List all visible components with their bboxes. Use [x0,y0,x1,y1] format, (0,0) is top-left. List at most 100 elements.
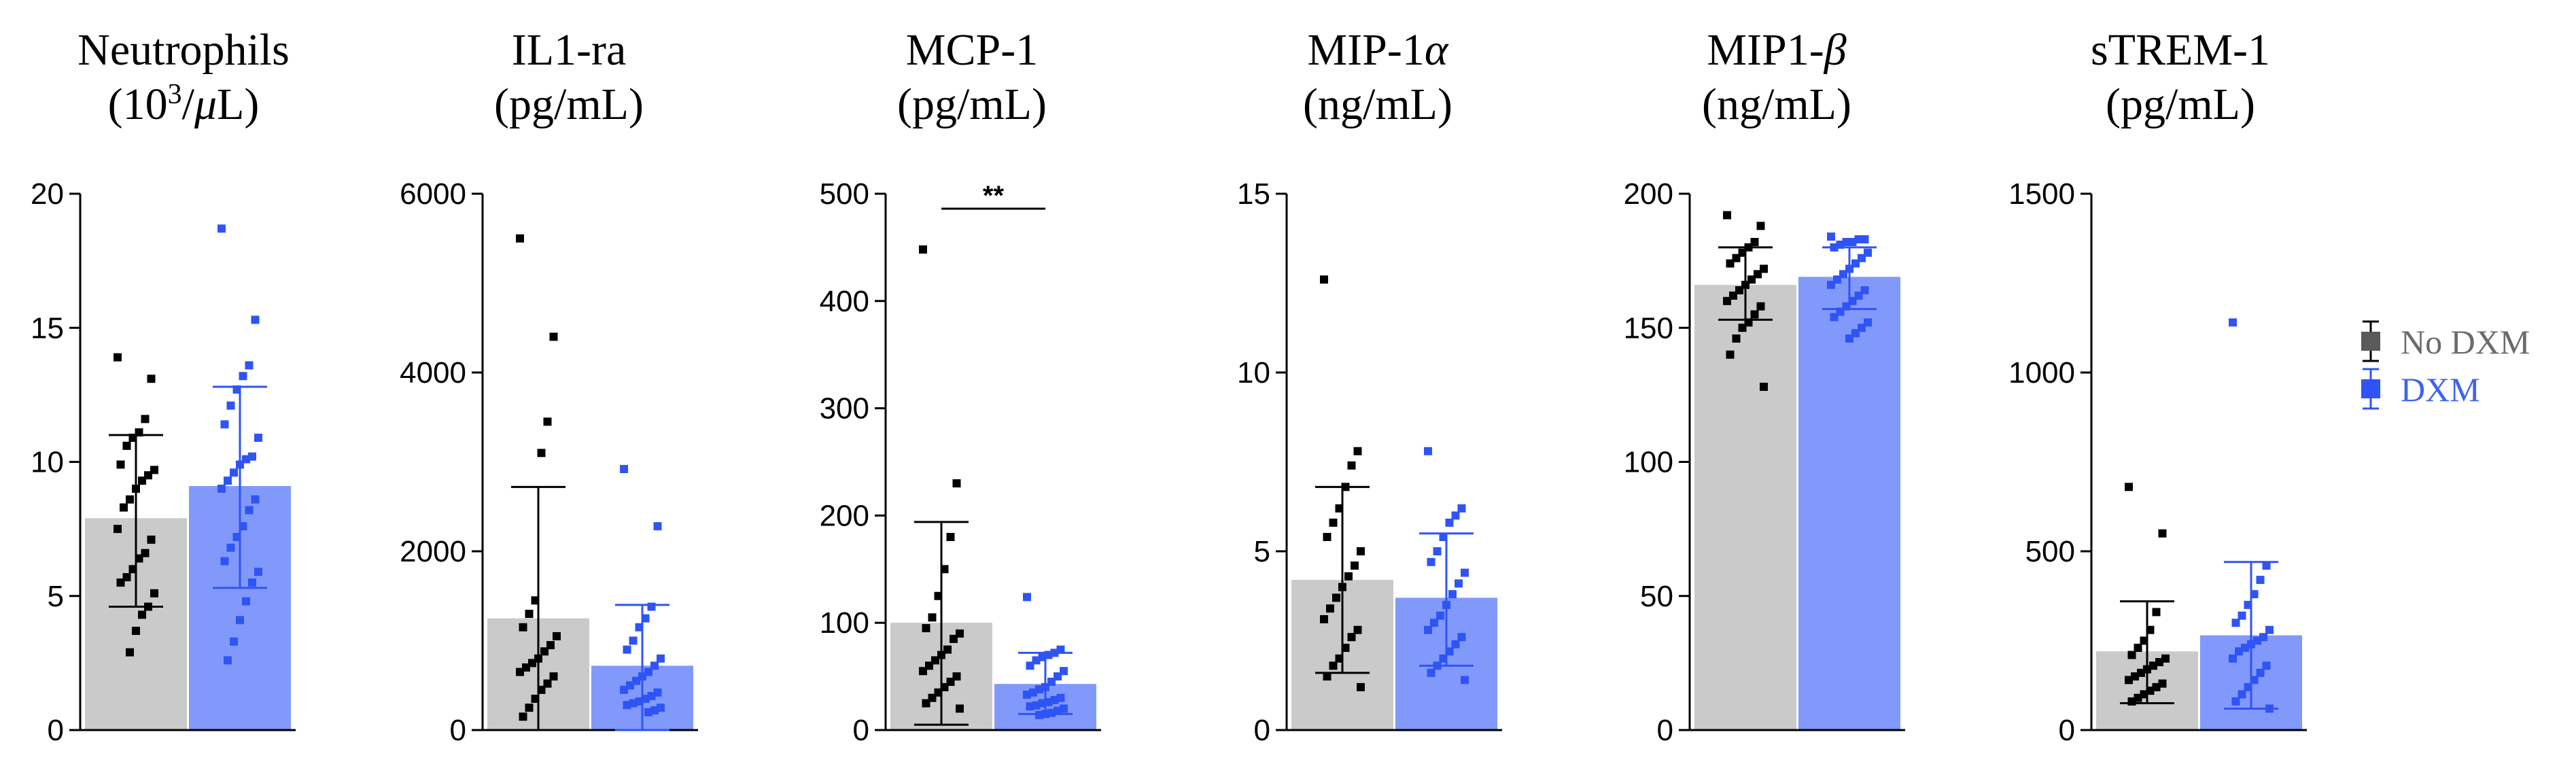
panel-unit-prefix: (10 [108,80,168,129]
data-point-nodxm [946,532,955,541]
data-point-nodxm [922,624,930,633]
data-point-dxm [657,654,665,663]
data-point-dxm [2231,697,2240,706]
data-point-dxm [2238,611,2246,620]
data-point-nodxm [919,667,927,676]
legend-nodxm-swatch [2361,332,2380,351]
y-tick-label: 0 [2059,714,2075,747]
data-point-dxm [226,401,235,410]
data-point-nodxm [120,503,128,512]
data-point-dxm [226,543,235,552]
data-point-dxm [1445,518,1454,527]
data-point-dxm [1457,633,1466,642]
data-point-dxm [1035,710,1043,719]
data-point-nodxm [147,535,156,544]
y-tick-label: 20 [31,177,64,211]
data-point-nodxm [928,693,937,702]
data-point-dxm [1827,281,1835,290]
panel-title-line1: Neutrophils [77,25,290,75]
data-point-dxm [1424,447,1432,455]
data-point-dxm [650,661,659,670]
data-point-dxm [620,685,628,694]
panel-title-line1: MIP1-β [1707,25,1846,75]
data-point-nodxm [922,699,930,708]
data-point-nodxm [1357,682,1365,691]
data-point-dxm [1430,619,1438,627]
data-point-nodxm [2125,676,2133,685]
legend: No DXM DXM [2361,320,2530,410]
panel-4: MIP-1α (ng/mL) 0 5 10 15 [1237,25,1502,747]
panel-title-line2: (103/μL) [108,79,260,129]
data-point-dxm [2229,654,2237,663]
data-point-nodxm [1353,447,1362,455]
data-point-dxm [2256,576,2265,585]
data-point-nodxm [116,460,125,469]
y-tick-label: 1000 [2008,356,2075,389]
data-point-nodxm [114,353,122,362]
data-point-nodxm [141,415,150,423]
data-point-nodxm [2127,697,2136,706]
data-point-nodxm [2134,693,2142,702]
data-point-nodxm [1351,561,1359,570]
data-point-nodxm [132,627,140,636]
legend-dxm-swatch [2361,379,2380,398]
data-point-dxm [2231,619,2240,627]
data-point-nodxm [1329,661,1338,670]
data-point-dxm [1427,668,1435,677]
panel-6: sTREM-1 (pg/mL) 0 500 1000 1500 [2008,25,2307,747]
data-point-dxm [620,465,628,474]
bar-dxm [1798,277,1900,730]
data-point-nodxm [114,525,122,534]
y-tick-label: 150 [1624,311,1673,345]
panel-5: MIP1-β (ng/mL) 0 50 100 150 200 [1624,25,1905,747]
data-point-nodxm [525,610,534,619]
data-point-nodxm [1760,383,1768,392]
y-tick-label: 6000 [400,177,466,211]
panel-title-line2: (pg/mL) [897,80,1047,129]
y-tick-label: 0 [1254,714,1270,747]
data-point-dxm [1448,590,1457,599]
data-point-nodxm [138,477,146,485]
data-point-dxm [230,637,238,646]
data-point-nodxm [952,479,961,488]
data-point-dxm [1827,232,1835,241]
data-point-dxm [653,522,662,531]
data-point-dxm [1461,676,1469,685]
significance-label: ** [983,181,1005,211]
data-point-nodxm [2158,529,2167,538]
data-point-dxm [2262,661,2271,670]
data-point-dxm [254,568,262,576]
data-point-nodxm [1723,211,1731,220]
data-point-nodxm [1750,310,1759,319]
data-point-dxm [1424,625,1432,634]
data-point-nodxm [519,623,527,631]
data-point-dxm [220,557,229,566]
y-tick-label: 0 [1657,714,1673,747]
data-point-nodxm [150,589,158,598]
data-point-nodxm [919,245,927,254]
data-point-dxm [623,701,631,710]
data-point-dxm [2265,625,2274,634]
legend-dxm-label: DXM [2401,370,2480,409]
data-point-dxm [248,578,256,587]
data-point-dxm [251,315,260,324]
data-point-nodxm [1347,633,1356,642]
data-point-nodxm [2152,608,2161,617]
data-point-dxm [2238,690,2246,699]
panel-title-main: MIP-1 [1307,25,1424,75]
data-point-nodxm [516,668,524,676]
data-point-dxm [629,636,638,645]
data-point-nodxm [138,610,146,619]
y-tick-label: 300 [820,392,869,426]
y-tick-label: 4000 [400,356,466,389]
data-point-nodxm [1326,604,1334,613]
data-point-nodxm [1756,302,1765,311]
data-point-dxm [245,506,254,515]
data-point-dxm [251,495,260,504]
data-point-dxm [1433,547,1442,555]
panel-3: MCP-1 (pg/mL) 0 100 200 300 400 500 ** [820,25,1101,747]
panel-title-greek: α [1425,25,1449,75]
panel-unit-mu: μ [194,80,217,129]
y-tick-label: 500 [820,177,869,211]
